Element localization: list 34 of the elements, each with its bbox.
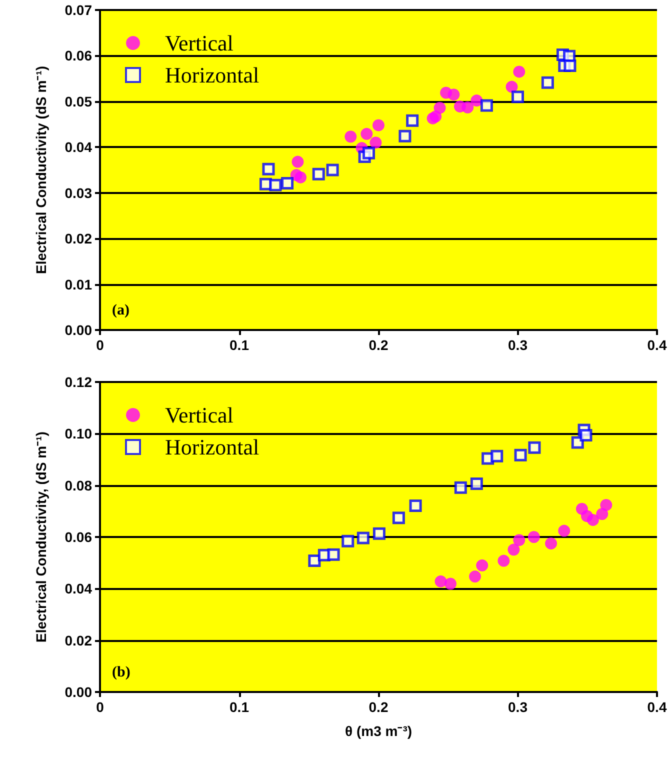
x-tick-label: 0.1 xyxy=(230,699,250,715)
x-tick-label: 0.2 xyxy=(368,337,388,353)
y-tick-label: 0.10 xyxy=(64,426,92,442)
y-tick-label: 0.12 xyxy=(64,374,92,390)
y-tick-label: 0.04 xyxy=(64,139,92,156)
legend-label: Vertical xyxy=(165,402,234,428)
y-tick-label: 0.06 xyxy=(64,48,92,64)
legend-label: Vertical xyxy=(165,30,234,56)
y-tick-label: 0.06 xyxy=(64,529,92,545)
legend-label: Horizontal xyxy=(165,434,260,460)
y-tick-label: 0.03 xyxy=(64,184,92,201)
x-tick-label: 0.3 xyxy=(508,337,528,353)
x-tick-label: 0 xyxy=(96,337,104,353)
y-tick-label: 0.08 xyxy=(64,477,92,494)
y-tick-label: 0.07 xyxy=(64,2,92,18)
x-tick-label: 0.3 xyxy=(508,699,528,715)
y-tick-label: 0.00 xyxy=(64,322,92,338)
y-axis-title: Electrical Conductivity (dS m⁻¹) xyxy=(33,66,49,274)
y-tick-label: 0.04 xyxy=(64,580,92,597)
y-tick-label: 0.05 xyxy=(64,93,92,110)
x-tick-label: 0.2 xyxy=(368,699,388,715)
legend-label: Horizontal xyxy=(165,62,260,88)
x-tick-label: 0.4 xyxy=(647,337,667,353)
y-axis-title: Electrical Conductivity, (dS m⁻¹) xyxy=(33,432,49,642)
y-tick-label: 0.02 xyxy=(64,632,92,648)
annotation: (a) xyxy=(112,302,130,318)
x-tick-label: 0.4 xyxy=(647,699,667,715)
x-tick-label: 0.1 xyxy=(230,337,250,353)
x-axis-title: θ (m3 m⁻³) xyxy=(344,723,412,739)
y-tick-label: 0.01 xyxy=(64,276,92,292)
annotation: (b) xyxy=(112,664,130,680)
x-tick-label: 0 xyxy=(96,699,104,715)
y-tick-label: 0.00 xyxy=(64,684,92,700)
y-tick-label: 0.02 xyxy=(64,230,92,247)
